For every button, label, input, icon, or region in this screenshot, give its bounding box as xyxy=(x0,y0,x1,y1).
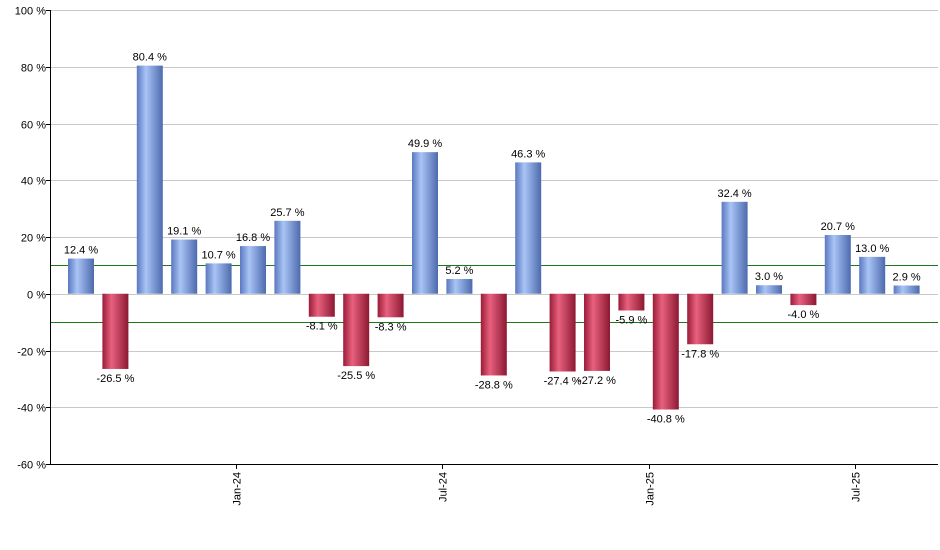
bar xyxy=(584,293,610,371)
data-label: -40.8 % xyxy=(647,414,685,426)
axes: -60 % -40 % -20 % 0 % 20 % 40 % 60 % 80 % 100 % J… xyxy=(15,6,938,506)
data-label: 49.9 % xyxy=(408,138,442,150)
bar xyxy=(171,239,198,294)
data-label: -26.5 % xyxy=(96,373,134,385)
data-label: 32.4 % xyxy=(717,188,751,200)
y-tick-label: -60 % xyxy=(17,460,46,472)
data-label: 2.9 % xyxy=(893,272,921,284)
bar xyxy=(308,293,335,317)
bar xyxy=(859,256,886,294)
data-label: 20.7 % xyxy=(821,221,855,233)
bar xyxy=(240,246,266,294)
bar xyxy=(721,201,748,294)
data-label: -8.3 % xyxy=(375,321,407,333)
data-label: -8.1 % xyxy=(306,321,338,333)
bar xyxy=(893,285,920,294)
data-label: 25.7 % xyxy=(270,207,304,219)
data-label: -5.9 % xyxy=(616,314,648,326)
data-label: 19.1 % xyxy=(167,226,201,238)
data-label: 5.2 % xyxy=(445,265,473,277)
y-tick-label: 80 % xyxy=(21,63,46,75)
bar xyxy=(515,162,542,294)
x-tick-label: Jul-24 xyxy=(438,472,450,502)
data-label: -27.4 % xyxy=(544,375,582,387)
bar xyxy=(68,258,94,294)
data-label: 46.3 % xyxy=(511,148,545,160)
y-tick-label: 40 % xyxy=(21,176,46,188)
y-tick-label: 0 % xyxy=(27,290,46,302)
data-label: -28.8 % xyxy=(475,379,513,391)
bar xyxy=(480,293,507,376)
data-label: 3.0 % xyxy=(755,271,783,283)
bar xyxy=(136,65,163,294)
data-label: -27.2 % xyxy=(578,375,616,387)
bar xyxy=(687,293,714,345)
data-label: -4.0 % xyxy=(788,309,820,321)
bar xyxy=(274,220,301,294)
y-tick-label: 20 % xyxy=(21,233,46,245)
data-label: -17.8 % xyxy=(681,348,719,360)
bar xyxy=(412,152,438,294)
bar xyxy=(377,293,404,318)
bar xyxy=(756,285,782,294)
data-label: 10.7 % xyxy=(201,249,235,261)
bar xyxy=(102,293,129,369)
bars xyxy=(68,65,920,410)
bar xyxy=(618,293,645,311)
data-label: 12.4 % xyxy=(64,245,98,257)
bar xyxy=(549,293,576,372)
data-label: 80.4 % xyxy=(133,52,167,64)
gridlines xyxy=(50,10,938,465)
y-tick-label: -40 % xyxy=(17,403,46,415)
bar xyxy=(652,293,679,410)
data-label: 13.0 % xyxy=(855,243,889,255)
y-tick-label: 60 % xyxy=(21,120,46,132)
x-tick-label: Jan-25 xyxy=(645,472,657,506)
x-tick-label: Jul-25 xyxy=(851,472,863,502)
y-tick-label: 100 % xyxy=(15,6,46,18)
x-tick-label: Jan-24 xyxy=(232,472,244,506)
bar xyxy=(343,293,370,367)
bar xyxy=(205,263,232,294)
y-tick-label: -20 % xyxy=(17,347,46,359)
data-labels: 12.4 % -26.5 % 80.4 % 19.1 %10.7 %16.8 % 25.… xyxy=(64,52,921,426)
bar xyxy=(446,278,473,294)
bar xyxy=(824,235,851,294)
data-label: 16.8 % xyxy=(236,232,270,244)
bar xyxy=(790,293,817,306)
data-label: -25.5 % xyxy=(337,370,375,382)
